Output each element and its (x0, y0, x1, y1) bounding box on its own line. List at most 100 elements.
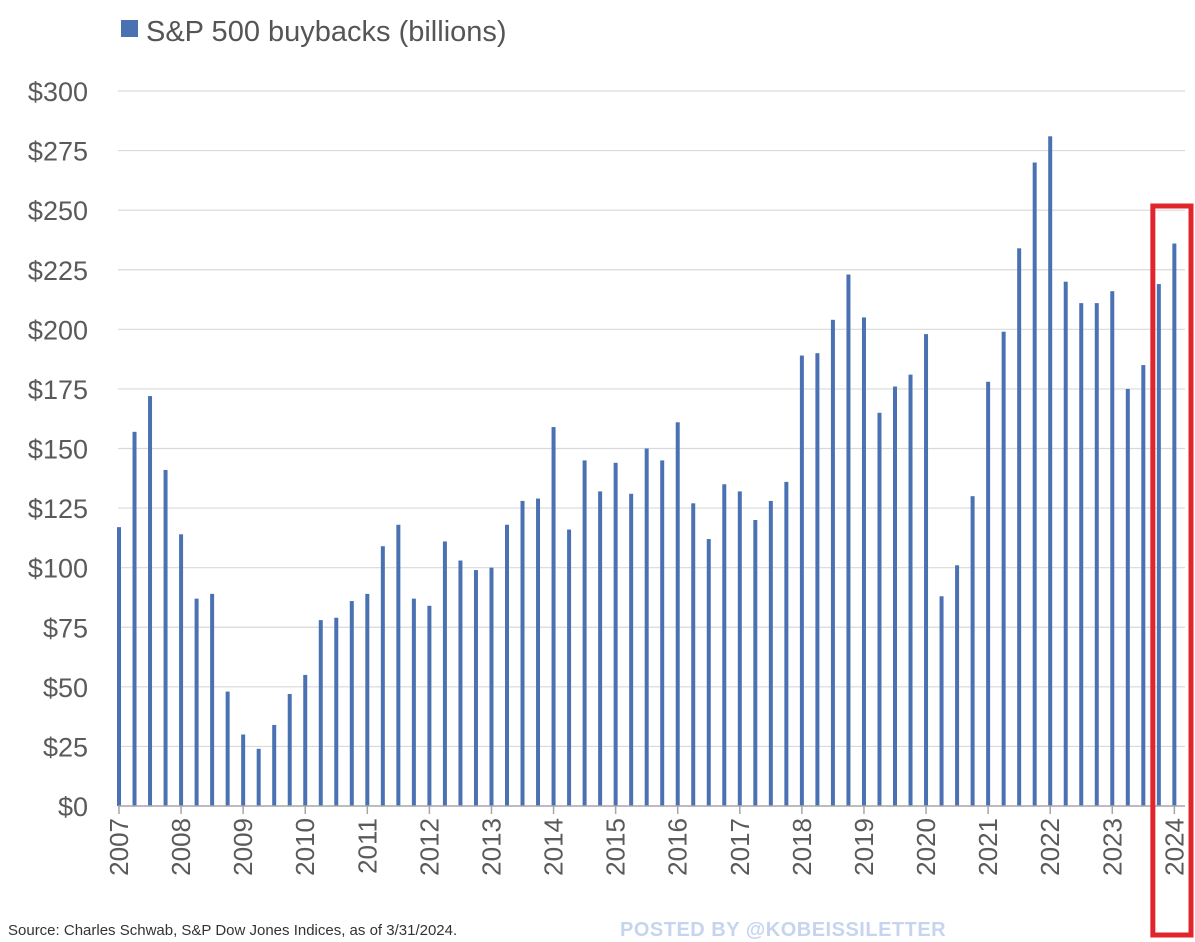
bar (210, 593, 215, 806)
x-tick-label: 2011 (352, 818, 382, 874)
bar (303, 674, 308, 806)
x-tick-label: 2013 (476, 818, 506, 876)
bar (148, 396, 153, 806)
highlight-box (1150, 203, 1194, 938)
bar (815, 353, 820, 806)
bar (473, 570, 478, 806)
bar (924, 334, 929, 806)
bar (1032, 162, 1037, 806)
bar (1125, 388, 1130, 806)
bars (117, 136, 1177, 807)
bar (194, 598, 199, 806)
y-tick-label: $50 (43, 673, 88, 703)
bar (256, 748, 261, 806)
x-tick-label: 2022 (1035, 818, 1065, 876)
bar (799, 355, 804, 806)
bar (349, 601, 354, 806)
y-tick-label: $250 (28, 196, 88, 226)
bar (644, 448, 649, 806)
bar (489, 567, 494, 806)
x-tick-label: 2008 (166, 818, 196, 876)
bar (753, 520, 758, 806)
source-note: Source: Charles Schwab, S&P Dow Jones In… (8, 922, 458, 939)
bar (365, 593, 370, 806)
y-tick-label: $175 (28, 375, 88, 405)
bar (442, 541, 447, 806)
bar (396, 524, 401, 806)
bar (861, 317, 866, 806)
bar (427, 605, 432, 806)
y-tick-label: $150 (28, 435, 88, 465)
bar (287, 693, 292, 806)
bar (1017, 248, 1022, 807)
y-tick-label: $225 (28, 256, 88, 286)
bar (411, 598, 416, 806)
bar (675, 422, 680, 806)
bar (955, 565, 960, 806)
y-tick-label: $100 (28, 554, 88, 584)
y-tick-label: $125 (28, 494, 88, 524)
bar (582, 460, 587, 806)
bar (117, 527, 121, 806)
x-tick-label: 2023 (1097, 818, 1127, 876)
x-tick-label: 2014 (539, 818, 569, 876)
bar (1079, 303, 1084, 806)
bar (380, 546, 385, 806)
y-tick-label: $300 (28, 77, 88, 107)
x-tick-label: 2015 (601, 818, 631, 876)
bar (613, 462, 618, 806)
bar (241, 734, 246, 806)
bar (660, 460, 665, 806)
x-tick-label: 2020 (911, 818, 941, 876)
bar (225, 691, 230, 806)
bar (1094, 303, 1099, 806)
x-tick-label: 2018 (787, 818, 817, 876)
bar (706, 539, 711, 806)
bar (598, 491, 603, 806)
legend-label: S&P 500 buybacks (billions) (146, 16, 507, 48)
y-tick-label: $0 (58, 792, 88, 822)
bar (1172, 243, 1177, 807)
bar (272, 724, 277, 806)
x-tick-label: 2016 (663, 818, 693, 876)
bar (520, 500, 525, 806)
x-tick-label: 2017 (725, 818, 755, 876)
bar (334, 617, 339, 806)
bar (893, 386, 897, 806)
bar (691, 503, 696, 806)
x-axis (118, 805, 1185, 814)
y-tick-label: $25 (43, 732, 88, 762)
x-tick-label: 2019 (849, 818, 879, 876)
x-axis-ticks: 2007 2008 2009 2010 2011 2012 2013 2014 2015 2016… (104, 818, 1189, 876)
bar (1048, 136, 1053, 807)
bar (737, 491, 742, 806)
bar (551, 427, 556, 806)
bar (768, 500, 773, 806)
bar (536, 498, 541, 806)
bar (908, 374, 913, 806)
y-axis-ticks: $0 $25 $50 $75 $100 $125 $150 $175 $200 $225 $250 $… (28, 77, 88, 822)
bar (877, 412, 882, 806)
bar (1141, 365, 1146, 806)
bar (318, 620, 323, 806)
bar (458, 560, 463, 806)
bar (505, 524, 509, 806)
bar (163, 469, 168, 806)
x-tick-label: 2010 (290, 818, 320, 876)
legend-swatch (121, 20, 138, 37)
bar (970, 496, 975, 806)
bar (132, 431, 137, 806)
y-tick-label: $75 (43, 613, 88, 643)
y-tick-label: $200 (28, 315, 88, 345)
bar (1063, 281, 1068, 807)
x-tick-label: 2021 (973, 818, 1003, 876)
bar (629, 493, 634, 806)
bar (722, 484, 727, 806)
bar (846, 274, 851, 806)
bar (1156, 284, 1161, 806)
bar (986, 381, 991, 806)
bar (179, 534, 184, 806)
x-tick-label: 2012 (414, 818, 444, 876)
x-tick-label: 2007 (104, 818, 134, 876)
